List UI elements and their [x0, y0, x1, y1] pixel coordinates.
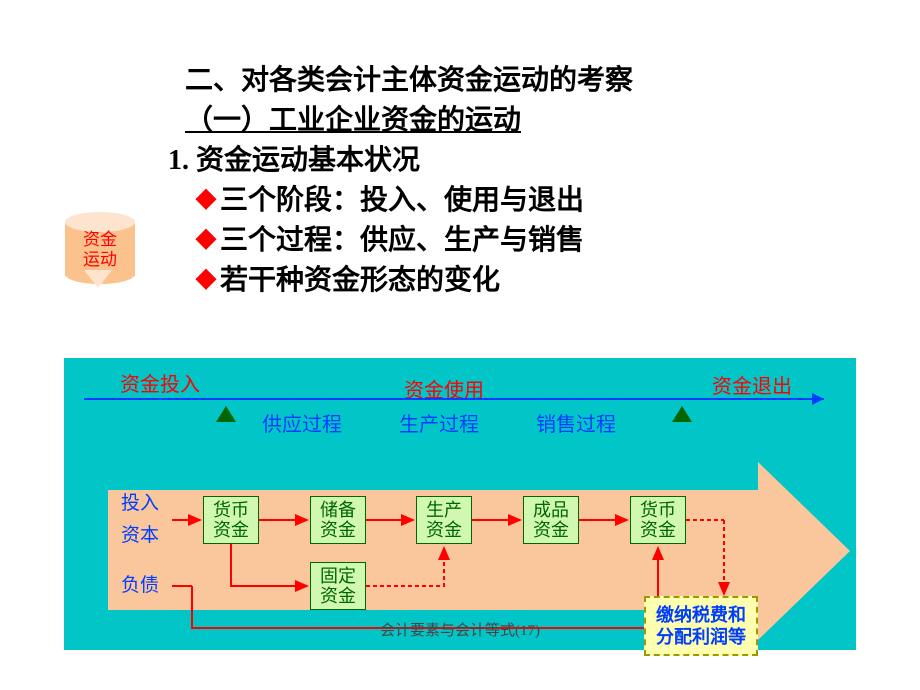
cylinder-pointer-icon [84, 270, 112, 288]
marker-end-icon [672, 406, 692, 422]
title: 二、对各类会计主体资金运动的考察 [185, 58, 633, 98]
bullet-text: 若干种资金形态的变化 [220, 258, 500, 298]
fb5: 货币资金 [640, 500, 676, 540]
diamond-icon: ◆ [196, 263, 216, 293]
flow-diagram: 资金投入 资金使用 资金退出 供应过程 生产过程 销售过程 投入 资本 负债 货… [64, 358, 856, 650]
fb4: 成品资金 [533, 500, 569, 540]
lb-debt: 负债 [121, 574, 159, 598]
lb-capital: 资本 [121, 524, 159, 548]
fb3: 生产资金 [426, 500, 462, 540]
fund-money-2: 货币资金 [630, 496, 686, 544]
fb6: 固定资金 [320, 566, 356, 606]
cyl-line1: 资金 [83, 230, 117, 249]
fund-money-1: 货币资金 [203, 496, 259, 544]
subtitle: （一）工业企业资金的运动 [185, 98, 521, 138]
arrow-head-icon [758, 462, 850, 640]
process-sales: 销售过程 [536, 408, 616, 437]
lb-invest: 投入 [121, 492, 159, 516]
bullet-forms: ◆若干种资金形态的变化 [196, 258, 500, 298]
bullet-processes: ◆三个过程：供应、生产与销售 [196, 218, 584, 258]
diamond-icon: ◆ [196, 183, 216, 213]
left-invest-capital: 投入 资本 [108, 490, 172, 550]
fund-fixed: 固定资金 [310, 562, 366, 610]
diamond-icon: ◆ [196, 223, 216, 253]
marker-start-icon [216, 406, 236, 422]
left-debt: 负债 [108, 562, 172, 610]
section-input: 资金投入 [120, 368, 200, 397]
cyl-line2: 运动 [83, 250, 117, 269]
slide: 二、对各类会计主体资金运动的考察 （一）工业企业资金的运动 1. 资金运动基本状… [0, 0, 920, 690]
footer-text: 会计要素与会计等式(17) [64, 619, 856, 640]
bullet-text: 三个过程：供应、生产与销售 [220, 218, 584, 258]
cylinder-label: 资金 运动 [65, 230, 135, 270]
cylinder-top [65, 212, 135, 232]
section-exit: 资金退出 [712, 370, 792, 399]
fund-production: 生产资金 [416, 496, 472, 544]
process-supply: 供应过程 [262, 408, 342, 437]
fund-reserve: 储备资金 [310, 496, 366, 544]
bullet-text: 三个阶段：投入、使用与退出 [220, 178, 584, 218]
fb1: 货币资金 [213, 500, 249, 540]
bullet-stages: ◆三个阶段：投入、使用与退出 [196, 178, 584, 218]
heading-basic: 1. 资金运动基本状况 [168, 138, 420, 178]
fb2: 储备资金 [320, 500, 356, 540]
fund-product: 成品资金 [523, 496, 579, 544]
process-produce: 生产过程 [399, 408, 479, 437]
timeline [84, 398, 824, 400]
